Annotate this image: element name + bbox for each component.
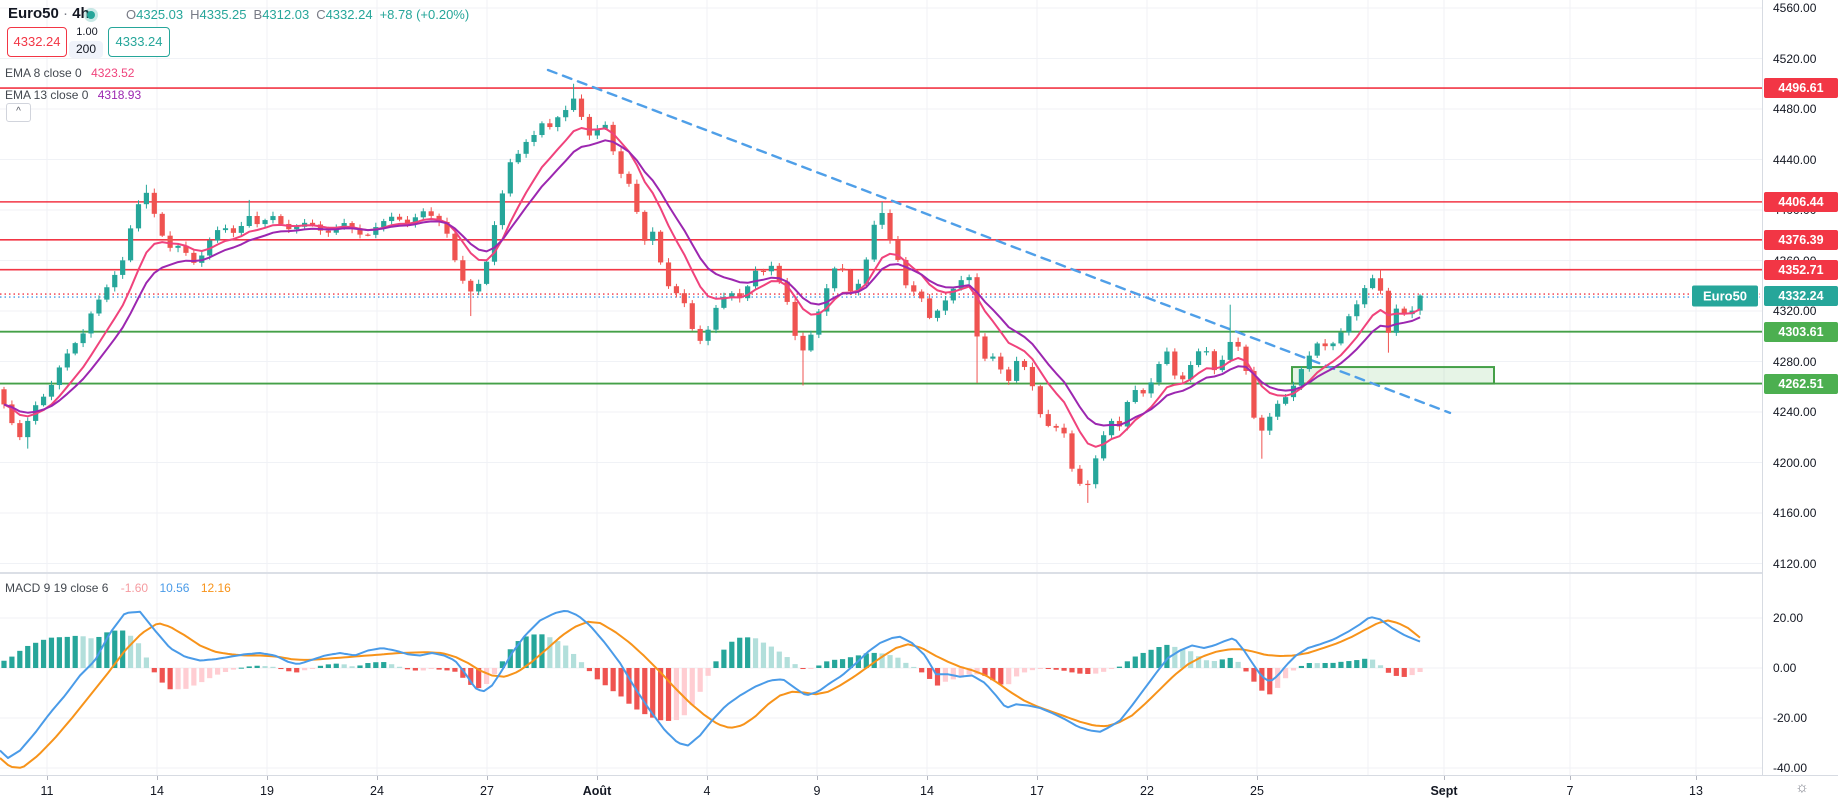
- time-tick-label: 19: [260, 784, 274, 798]
- price-level-badge: 4376.39: [1764, 229, 1838, 250]
- ema8-line: [3, 127, 1421, 448]
- timeframe-label[interactable]: 4h: [72, 5, 90, 22]
- change-value: +8.78 (+0.20%): [379, 7, 470, 22]
- buy-button[interactable]: 4333.24: [108, 27, 170, 57]
- macd-histogram: [1, 630, 1423, 721]
- time-tick-label: 25: [1250, 784, 1264, 798]
- ohlc-letter: B: [253, 7, 263, 22]
- ohlc-letter: H: [190, 7, 200, 22]
- price-tick-label: 4440.00: [1773, 152, 1817, 167]
- time-tick-mark: [1570, 776, 1571, 780]
- sell-button[interactable]: 4332.24: [7, 27, 67, 57]
- ema13-label: EMA 13 close 0: [5, 88, 89, 102]
- price-tick-label: 4160.00: [1773, 506, 1817, 520]
- price-tick-label: 4520.00: [1773, 51, 1817, 66]
- ohlc-value: 4335.25: [199, 7, 247, 22]
- title-separator: ·: [63, 5, 69, 22]
- time-tick-label: 14: [150, 784, 164, 798]
- macd-hist-value: -1.60: [120, 581, 149, 595]
- price-level-badge: 4262.51: [1764, 373, 1838, 394]
- time-tick-label: 14: [920, 784, 934, 798]
- time-tick-label: 13: [1689, 784, 1703, 798]
- price-level-badge: 4332.24: [1764, 285, 1838, 306]
- macd-line-value: 10.56: [159, 581, 190, 595]
- price-level-badge: 4303.61: [1764, 321, 1838, 342]
- ema8-value: 4323.52: [91, 66, 135, 80]
- market-status-icon[interactable]: [84, 8, 98, 22]
- trendline[interactable]: [546, 68, 1452, 415]
- macd-tick-label: -20.00: [1773, 711, 1808, 725]
- pane-separator[interactable]: [0, 572, 1762, 574]
- ohlc-value: 4325.03: [136, 7, 184, 22]
- macd-signal-line: [0, 619, 1421, 769]
- candlestick-series: [1, 83, 1423, 503]
- macd-signal-value: 12.16: [200, 581, 231, 595]
- macd-legend[interactable]: MACD 9 19 close 6 -1.60 10.56 12.16: [5, 581, 231, 595]
- time-tick-mark: [1147, 776, 1148, 780]
- time-tick-mark: [487, 776, 488, 780]
- ema13-line: [3, 139, 1421, 427]
- ohlc-letter: O: [126, 7, 137, 22]
- time-tick-label: 7: [1566, 784, 1574, 798]
- price-level-badge: 4496.61: [1764, 78, 1838, 99]
- macd-tick-label: -40.00: [1773, 761, 1808, 775]
- macd-label: MACD 9 19 close 6: [5, 581, 109, 595]
- price-tick-label: 4280.00: [1773, 354, 1817, 369]
- quantity-field[interactable]: 200: [69, 41, 103, 58]
- time-tick-label: 4: [703, 784, 711, 798]
- axis-settings-icon[interactable]: ☼: [1795, 779, 1809, 796]
- time-tick-mark: [597, 776, 598, 780]
- time-tick-label: Sept: [1430, 784, 1458, 798]
- time-tick-label: 17: [1030, 784, 1044, 798]
- macd-line: [0, 610, 1421, 759]
- price-tick-label: 4120.00: [1773, 556, 1817, 571]
- spread-label: 1.00: [76, 26, 98, 38]
- price-tick-label: 4200.00: [1773, 455, 1817, 470]
- ohlc-value: 4312.03: [262, 7, 310, 22]
- price-tick-label: 4240.00: [1773, 405, 1817, 419]
- time-tick-mark: [267, 776, 268, 780]
- price-tick-label: 4320.00: [1773, 304, 1817, 318]
- time-tick-label: 27: [480, 784, 494, 798]
- symbol-title[interactable]: Euro50 · 4h: [8, 5, 90, 22]
- time-tick-mark: [817, 776, 818, 780]
- time-tick-mark: [1696, 776, 1697, 780]
- time-axis[interactable]: 11 14 19 24 27 Août 4 9 14 17 22 25 Sept 7 13: [0, 775, 1838, 806]
- time-tick-mark: [157, 776, 158, 780]
- time-tick-label: 9: [813, 784, 821, 798]
- ohlc-value: 4332.24: [325, 7, 373, 22]
- symbol-name: Euro50: [8, 5, 59, 22]
- ema8-label: EMA 8 close 0: [5, 66, 82, 80]
- time-tick-mark: [707, 776, 708, 780]
- time-tick-mark: [47, 776, 48, 780]
- time-tick-mark: [1037, 776, 1038, 780]
- time-tick-mark: [377, 776, 378, 780]
- ohlc-letter: C: [316, 7, 326, 22]
- time-tick-label: 22: [1140, 784, 1154, 798]
- collapse-legend-button[interactable]: ^: [6, 103, 31, 122]
- price-axis[interactable]: 4560.004520.004480.004440.004400.004360.…: [1762, 0, 1838, 775]
- time-tick-label: 24: [370, 784, 384, 798]
- price-level-badge: 4406.44: [1764, 191, 1838, 212]
- price-level-badge: 4352.71: [1764, 259, 1838, 280]
- macd-tick-label: 20.00: [1773, 611, 1804, 625]
- time-tick-label: 11: [40, 784, 54, 798]
- ema13-value: 4318.93: [97, 88, 142, 102]
- price-tick-label: 4560.00: [1773, 1, 1817, 15]
- ema13-legend[interactable]: EMA 13 close 0 4318.93: [5, 88, 141, 102]
- macd-tick-label: 0.00: [1773, 661, 1797, 675]
- ohlc-readout: O4325.03 H4335.25 B4312.03 C4332.24 +8.78 (+…: [126, 7, 469, 22]
- chart-plot[interactable]: [0, 0, 1762, 775]
- price-tick-label: 4480.00: [1773, 102, 1817, 116]
- chart-canvas[interactable]: [0, 0, 1762, 775]
- time-tick-mark: [927, 776, 928, 780]
- ema8-legend[interactable]: EMA 8 close 0 4323.52: [5, 66, 134, 80]
- time-tick-mark: [1257, 776, 1258, 780]
- current-symbol-badge: Euro50: [1692, 285, 1758, 307]
- time-tick-label: Août: [582, 784, 612, 798]
- time-tick-mark: [1444, 776, 1445, 780]
